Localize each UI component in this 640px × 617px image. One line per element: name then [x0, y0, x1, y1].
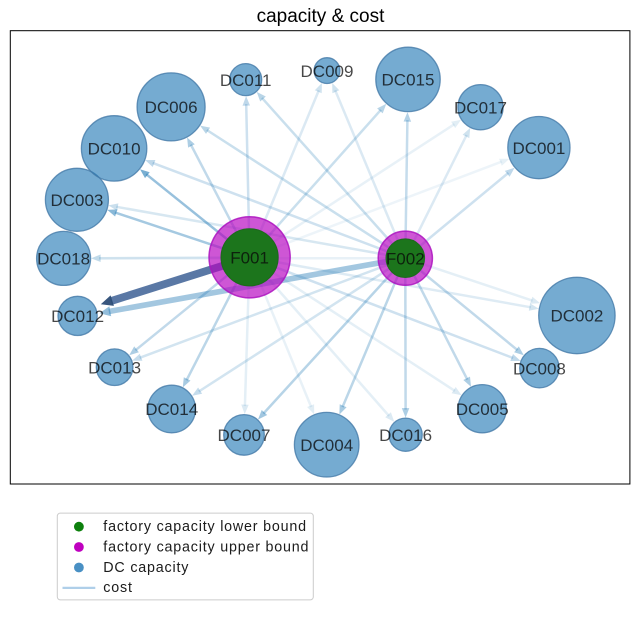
- svg-text:DC018: DC018: [37, 250, 90, 269]
- svg-text:F001: F001: [230, 249, 269, 268]
- svg-text:DC015: DC015: [382, 71, 435, 90]
- svg-text:DC007: DC007: [218, 426, 271, 445]
- svg-text:DC017: DC017: [454, 98, 507, 117]
- svg-text:factory capacity upper bound: factory capacity upper bound: [103, 539, 309, 555]
- svg-text:DC016: DC016: [379, 426, 432, 445]
- svg-text:DC004: DC004: [300, 436, 353, 455]
- svg-text:DC011: DC011: [220, 71, 272, 90]
- svg-text:DC013: DC013: [88, 358, 141, 377]
- svg-text:capacity & cost: capacity & cost: [257, 6, 385, 27]
- svg-text:DC010: DC010: [88, 140, 141, 159]
- svg-text:DC006: DC006: [145, 98, 198, 117]
- svg-text:DC005: DC005: [456, 400, 509, 419]
- svg-text:DC008: DC008: [513, 359, 566, 378]
- svg-text:factory capacity lower bound: factory capacity lower bound: [103, 519, 307, 535]
- svg-text:DC012: DC012: [51, 307, 104, 326]
- svg-text:DC002: DC002: [550, 307, 603, 326]
- svg-text:DC014: DC014: [145, 400, 198, 419]
- svg-text:cost: cost: [103, 580, 132, 596]
- svg-text:F002: F002: [386, 249, 425, 268]
- svg-text:DC009: DC009: [301, 62, 354, 81]
- svg-text:DC003: DC003: [50, 191, 103, 210]
- svg-text:DC001: DC001: [512, 139, 565, 158]
- svg-text:DC capacity: DC capacity: [103, 560, 189, 576]
